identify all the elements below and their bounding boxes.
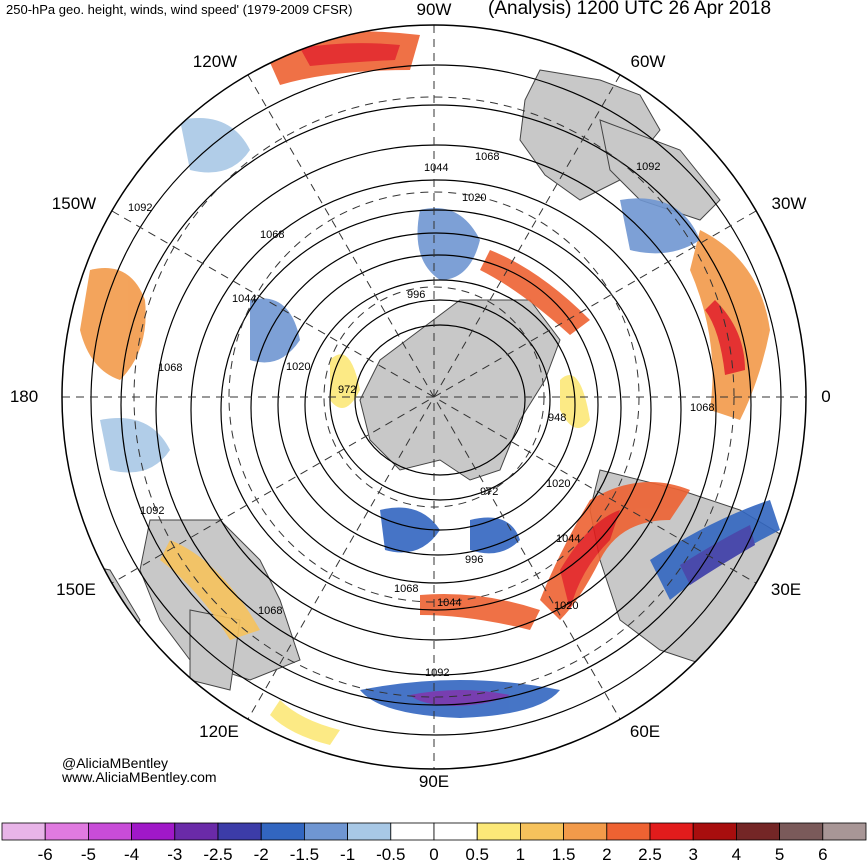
contour-label: 1068 [690,402,714,414]
contour-label: 1068 [158,362,182,374]
contour-label: 1068 [258,605,282,617]
contour-label: 1068 [394,583,418,595]
colorbar-swatch [1,822,46,841]
contour-label: 1092 [128,202,152,214]
colorbar-tick-label: -0.5 [376,845,405,864]
lon-label-180: 180 [9,387,39,406]
contour-label: 996 [407,289,425,301]
analysis-time-title: (Analysis) 1200 UTC 26 Apr 2018 [488,0,772,19]
colorbar-swatch [88,822,133,841]
colorbar-tick-label: 4 [732,845,741,864]
contour-label: 1044 [556,533,580,545]
colorbar-tick-label: -1.5 [290,845,319,864]
contour-label: 1044 [424,162,448,174]
lon-label-60w: 60W [630,52,666,71]
contour-label: 1092 [425,667,449,679]
contour-label: 1044 [232,293,256,305]
contour-label: 948 [548,412,566,424]
colorbar-swatch [822,822,867,841]
colorbar-tick-label: -4 [124,845,139,864]
colorbar-swatch [131,822,176,841]
colorbar-swatch [692,822,737,841]
colorbar-swatch [260,822,305,841]
contour-label: 1068 [475,151,499,163]
lon-label-120e: 120E [199,722,239,741]
colorbar-tick-label: -2.5 [203,845,232,864]
colorbar-tick-label: -2 [254,845,269,864]
contour-label: 1020 [462,192,486,204]
contour-label: 972 [480,486,498,498]
credit-website: www.AliciaMBentley.com [62,769,217,785]
colorbar-swatch [520,822,565,841]
lon-label-150w: 150W [51,194,97,213]
lon-label-150e: 150E [56,580,96,599]
colorbar-tick-label: 0 [429,845,438,864]
colorbar-swatch [563,822,608,841]
colorbar-tick-label: -6 [38,845,53,864]
colorbar-tick-label: 3 [688,845,697,864]
credit-handle: @AliciaMBentley [62,755,169,771]
contour-label: 1068 [260,229,284,241]
contour-label: 1092 [636,161,660,173]
colorbar-tick-label: 1 [516,845,525,864]
colorbar-swatch [174,822,219,841]
colorbar-swatch [217,822,262,841]
colorbar-swatch [303,822,348,841]
map-title: 250-hPa geo. height, winds, wind speed' … [6,2,353,17]
colorbar-swatch [606,822,651,841]
lon-label-30w: 30W [771,194,807,213]
colorbar-swatch [779,822,824,841]
colorbar-tick-label: -3 [167,845,182,864]
colorbar-swatch [44,822,89,841]
height-contours [90,64,782,736]
lon-label-90e: 90E [418,772,450,791]
contour-label: 972 [338,384,356,396]
colorbar-tick-label: -5 [81,845,96,864]
colorbar-swatch [390,822,435,841]
colorbar: -6 -5 -4 -3 -2.5 -2 -1.5 -1 -0.5 0 0.5 1 1.5 2 2.5 3 4 5 6 [1,822,867,864]
contour-labels: 1092 1068 1044 1068 1092 1068 1044 1020 … [128,151,714,679]
colorbar-swatch [347,822,392,841]
polar-map: 1092 1068 1044 1068 1092 1068 1044 1020 … [61,24,807,770]
colorbar-tick-label: 5 [775,845,784,864]
lon-label-30e: 30E [770,580,802,599]
colorbar-swatch [476,822,521,841]
contour-label: 1020 [554,600,578,612]
colorbar-tick-label: 2.5 [638,845,662,864]
colorbar-tick-label: 6 [818,845,827,864]
lon-label-60e: 60E [629,722,661,741]
contour-label: 1020 [546,478,570,490]
colorbar-swatch [736,822,781,841]
lon-label-120w: 120W [192,52,238,71]
colorbar-swatch [649,822,694,841]
colorbar-tick-label: -1 [340,845,355,864]
colorbar-tick-label: 1.5 [552,845,576,864]
lon-label-90w: 90W [416,0,452,19]
contour-label: 996 [465,554,483,566]
lon-label-0: 0 [821,387,831,406]
colorbar-tick-label: 0.5 [465,845,489,864]
contour-label: 1020 [286,361,310,373]
colorbar-swatch [433,822,478,841]
lat-lon-grid [62,25,806,769]
colorbar-tick-label: 2 [602,845,611,864]
contour-label: 1044 [437,597,461,609]
contour-label: 1092 [140,505,164,517]
